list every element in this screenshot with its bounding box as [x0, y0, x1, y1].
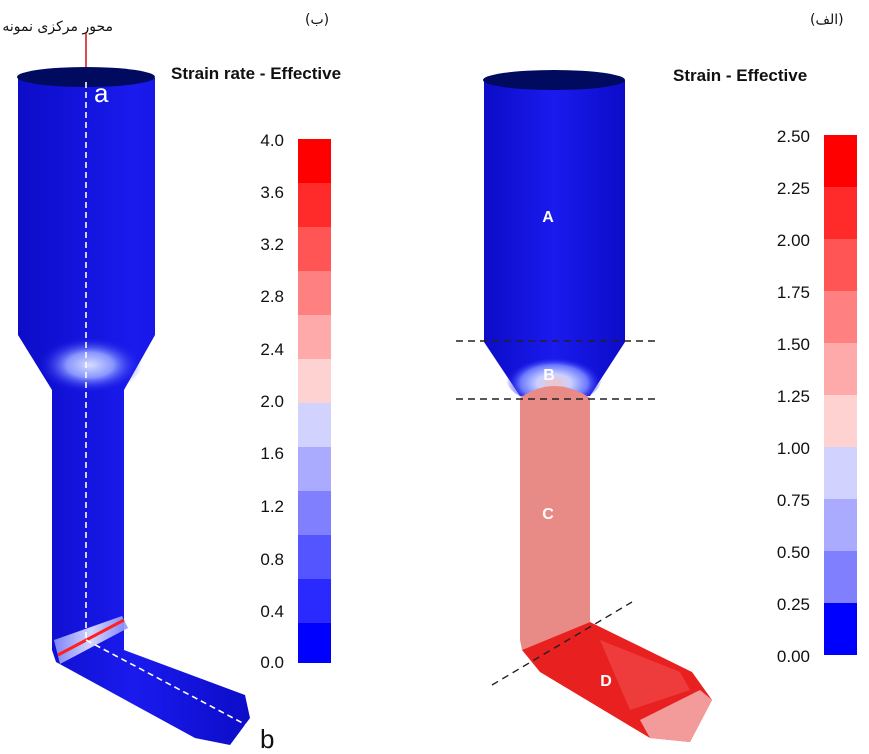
- tick-left: 2.0: [260, 392, 284, 411]
- section-line-cd: [491, 601, 633, 686]
- tick-left: 0.8: [260, 550, 284, 569]
- tick-left: 2.8: [260, 287, 284, 306]
- legend-bar-left: [298, 139, 331, 663]
- cylinder-top-cap: [483, 70, 625, 90]
- zone-label-d: D: [600, 673, 612, 690]
- tick-left: 0.4: [260, 602, 284, 621]
- tick-left: 4.0: [260, 131, 284, 150]
- zone-label-b: B: [543, 367, 555, 384]
- legend-bar-right: [824, 135, 857, 655]
- point-b-label: b: [260, 724, 274, 754]
- zone-d-shade: [600, 640, 690, 710]
- zone-c-body: [520, 386, 590, 650]
- tick-right: 2.50: [777, 127, 810, 146]
- zone-b-gradient: [506, 352, 602, 404]
- point-a-label: a: [94, 78, 109, 108]
- tick-left: 1.6: [260, 444, 284, 463]
- tick-left: 2.4: [260, 340, 284, 359]
- left-panel: (ب) محور مرکزی نمونه Strain rate - Effec…: [2, 12, 341, 754]
- specimen-mesh-left: [17, 67, 253, 745]
- right-panel: (الف) Strain - Effective A B C D: [456, 12, 857, 742]
- tick-left: 1.2: [260, 497, 284, 516]
- zone-label-c: C: [542, 506, 554, 523]
- tick-right: 1.00: [777, 439, 810, 458]
- zone-d-tip: [640, 690, 712, 742]
- center-axis-line-lower: [85, 639, 253, 729]
- tick-left: 0.0: [260, 653, 284, 672]
- tick-right: 0.00: [777, 647, 810, 666]
- legend-ticks-right: 2.50 2.25 2.00 1.75 1.50 1.25 1.00 0.75 …: [777, 127, 810, 666]
- tick-right: 1.75: [777, 283, 810, 302]
- bend-shear-line: [57, 618, 125, 657]
- tick-right: 0.25: [777, 595, 810, 614]
- tick-right: 0.50: [777, 543, 810, 562]
- cylinder-top-cap: [17, 67, 155, 87]
- tick-right: 1.25: [777, 387, 810, 406]
- tick-right: 2.25: [777, 179, 810, 198]
- zone-label-a: A: [542, 209, 554, 226]
- tick-left: 3.6: [260, 183, 284, 202]
- specimen-mesh-right: [483, 70, 712, 742]
- panel-label-left: (ب): [305, 12, 329, 28]
- legend-ticks-left: 4.0 3.6 3.2 2.8 2.4 2.0 1.6 1.2 0.8 0.4 …: [260, 131, 284, 672]
- panel-label-right: (الف): [810, 12, 844, 28]
- tick-right: 0.75: [777, 491, 810, 510]
- tick-left: 3.2: [260, 235, 284, 254]
- legend-title-right: Strain - Effective: [673, 66, 807, 85]
- tick-right: 1.50: [777, 335, 810, 354]
- axis-note-label: محور مرکزی نمونه: [2, 19, 113, 35]
- tick-right: 2.00: [777, 231, 810, 250]
- neck-strain-zone: [38, 337, 142, 393]
- legend-title-left: Strain rate - Effective: [171, 64, 341, 83]
